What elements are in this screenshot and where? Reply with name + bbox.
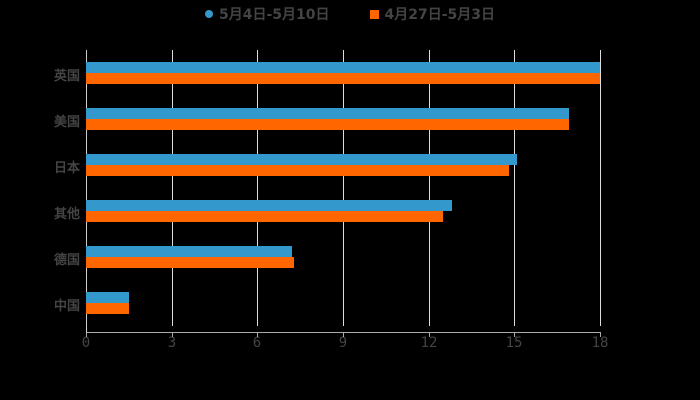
tick-label: 9	[338, 335, 348, 351]
plot-area	[86, 50, 601, 337]
bar-series-2[interactable]	[86, 165, 509, 176]
category-label: 其他	[53, 207, 80, 222]
legend-item-series-2[interactable]: 4月27日-5月3日	[369, 4, 496, 24]
legend-item-series-1[interactable]: 5月4日-5月10日	[204, 4, 330, 24]
category-label: 德国	[53, 253, 80, 268]
category-label: 中国	[53, 299, 80, 314]
chart-legend: 5月4日-5月10日 4月27日-5月3日	[0, 4, 700, 24]
category-label: 美国	[53, 115, 80, 130]
category-label: 英国	[53, 69, 80, 84]
bar-series-2[interactable]	[86, 303, 129, 314]
category-axis-line	[86, 50, 87, 332]
bar-series-2[interactable]	[86, 119, 569, 130]
axis-tick	[429, 332, 430, 337]
axis-tick	[172, 332, 173, 337]
legend-label: 5月4日-5月10日	[218, 7, 330, 23]
circle-marker-icon	[204, 10, 213, 18]
category-label: 日本	[53, 161, 80, 176]
tick-label: 0	[81, 335, 91, 351]
bar-series-1[interactable]	[86, 246, 292, 257]
bar-series-1[interactable]	[86, 108, 569, 119]
tick-label: 6	[252, 335, 262, 351]
tick-label: 12	[420, 335, 438, 351]
axis-tick	[600, 332, 601, 337]
bar-series-1[interactable]	[86, 154, 518, 165]
square-marker-icon	[369, 9, 379, 19]
bar-series-1[interactable]	[86, 62, 600, 73]
tick-label: 15	[505, 335, 523, 351]
bar-series-2[interactable]	[86, 257, 295, 268]
legend-label: 4月27日-5月3日	[384, 7, 496, 23]
gridline	[429, 50, 430, 326]
axis-tick	[514, 332, 515, 337]
axis-tick	[343, 332, 344, 337]
bar-series-1[interactable]	[86, 292, 129, 303]
tick-label: 3	[167, 335, 177, 351]
gridline	[172, 50, 173, 326]
gridline	[257, 50, 258, 326]
axis-tick	[86, 332, 87, 337]
tick-label: 18	[591, 335, 609, 351]
bar-series-2[interactable]	[86, 211, 443, 222]
gridline	[600, 50, 601, 326]
bar-series-2[interactable]	[86, 73, 600, 84]
bar-series-1[interactable]	[86, 200, 452, 211]
axis-tick	[257, 332, 258, 337]
gridline	[343, 50, 344, 326]
gridline	[514, 50, 515, 326]
